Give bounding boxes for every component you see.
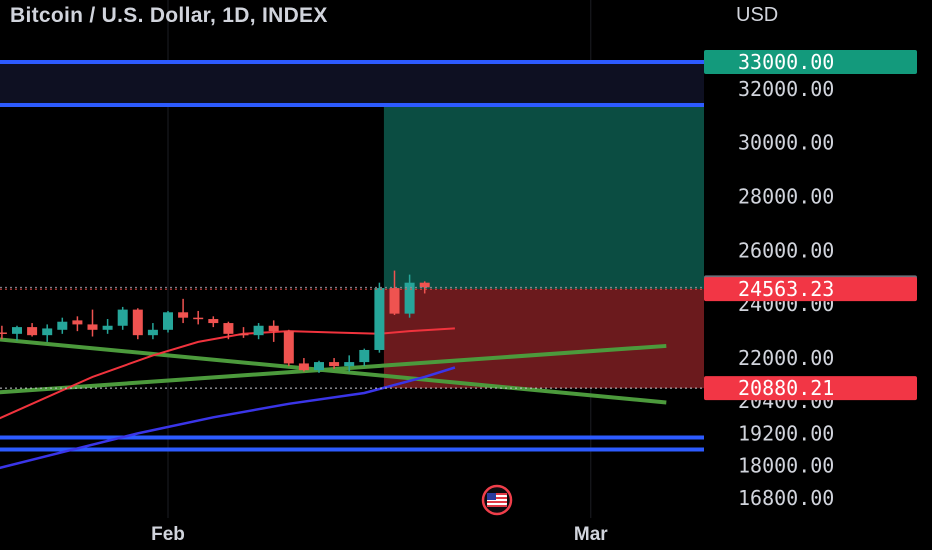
candle-body-28	[389, 288, 400, 314]
flag-canton	[487, 493, 496, 500]
ma-slow-line	[0, 366, 456, 470]
price-tag-stop-label: 20880.21	[738, 376, 834, 400]
trendlines[interactable]	[0, 331, 667, 405]
candle-body-29	[404, 282, 415, 314]
time-label-mar: Mar	[574, 524, 608, 545]
price-tick-label: 19200.00	[738, 421, 834, 445]
candle-body-10	[117, 309, 128, 326]
time-axis[interactable]: Feb Mar	[151, 524, 608, 545]
time-label-feb: Feb	[151, 524, 185, 545]
candle-body-19	[253, 325, 264, 336]
price-tick-label: 16800.00	[738, 486, 834, 510]
price-tick-label: 28000.00	[738, 185, 834, 209]
moving-averages	[0, 327, 456, 470]
price-lines	[0, 286, 704, 389]
price-tag-target	[704, 50, 917, 74]
price-tag-entry	[704, 277, 917, 302]
price-tick-label: 22000.00	[738, 346, 834, 370]
candle-body-3	[12, 327, 22, 334]
symbol-title[interactable]: Bitcoin / U.S. Dollar, 1D, INDEX	[10, 4, 328, 27]
candle-body-24	[329, 362, 340, 367]
us-flag-icon[interactable]	[481, 484, 513, 516]
flag-stripe	[487, 501, 507, 503]
trendline-1	[0, 343, 667, 395]
price-axis[interactable]: 32000.0030000.0028000.0026000.0024000.00…	[738, 77, 834, 510]
candle-body-2	[0, 332, 7, 334]
candle-body-6	[57, 321, 68, 330]
candle-body-26	[359, 349, 370, 363]
price-tag-target-label: 33000.00	[738, 50, 834, 74]
candle-body-4	[27, 327, 38, 336]
candle-body-27	[374, 288, 385, 350]
price-tick-label: 26000.00	[738, 238, 834, 262]
flag-stripe	[487, 505, 507, 507]
candle-body-20	[268, 325, 279, 332]
candle-body-12	[147, 329, 158, 336]
candle-body-14	[178, 312, 189, 318]
currency-label[interactable]: USD	[736, 4, 779, 26]
candle-body-23	[314, 362, 324, 371]
candle-body-22	[298, 363, 309, 371]
candle-body-9	[102, 325, 113, 330]
candle-body-21	[283, 331, 294, 364]
trendline-0	[0, 337, 667, 405]
candle-body-7	[72, 320, 83, 325]
flag-stripe	[487, 493, 507, 495]
candle-body-15	[193, 317, 204, 320]
candle-body-16	[208, 319, 219, 324]
price-tick-label: 18000.00	[738, 454, 834, 478]
price-tick-label: 32000.00	[738, 77, 834, 101]
horizontal-levels[interactable]	[0, 60, 704, 452]
candles	[0, 270, 430, 373]
price-tag-entry-label: 24563.23	[738, 277, 834, 301]
candle-body-5	[42, 328, 53, 336]
candle-body-17	[223, 323, 234, 334]
candle-body-25	[344, 362, 355, 367]
price-tick-label: 30000.00	[738, 131, 834, 155]
candle-body-18	[238, 333, 249, 336]
price-tag-stop	[704, 376, 917, 401]
flag-stripe	[487, 497, 507, 499]
loss-zone	[383, 289, 704, 389]
resistance-band	[0, 62, 704, 106]
ma-fast-line	[0, 327, 455, 420]
candle-body-11	[132, 309, 143, 336]
candle-body-13	[163, 312, 173, 330]
candle-body-30	[419, 282, 430, 288]
position-zones	[0, 62, 704, 389]
candle-body-8	[87, 324, 98, 330]
